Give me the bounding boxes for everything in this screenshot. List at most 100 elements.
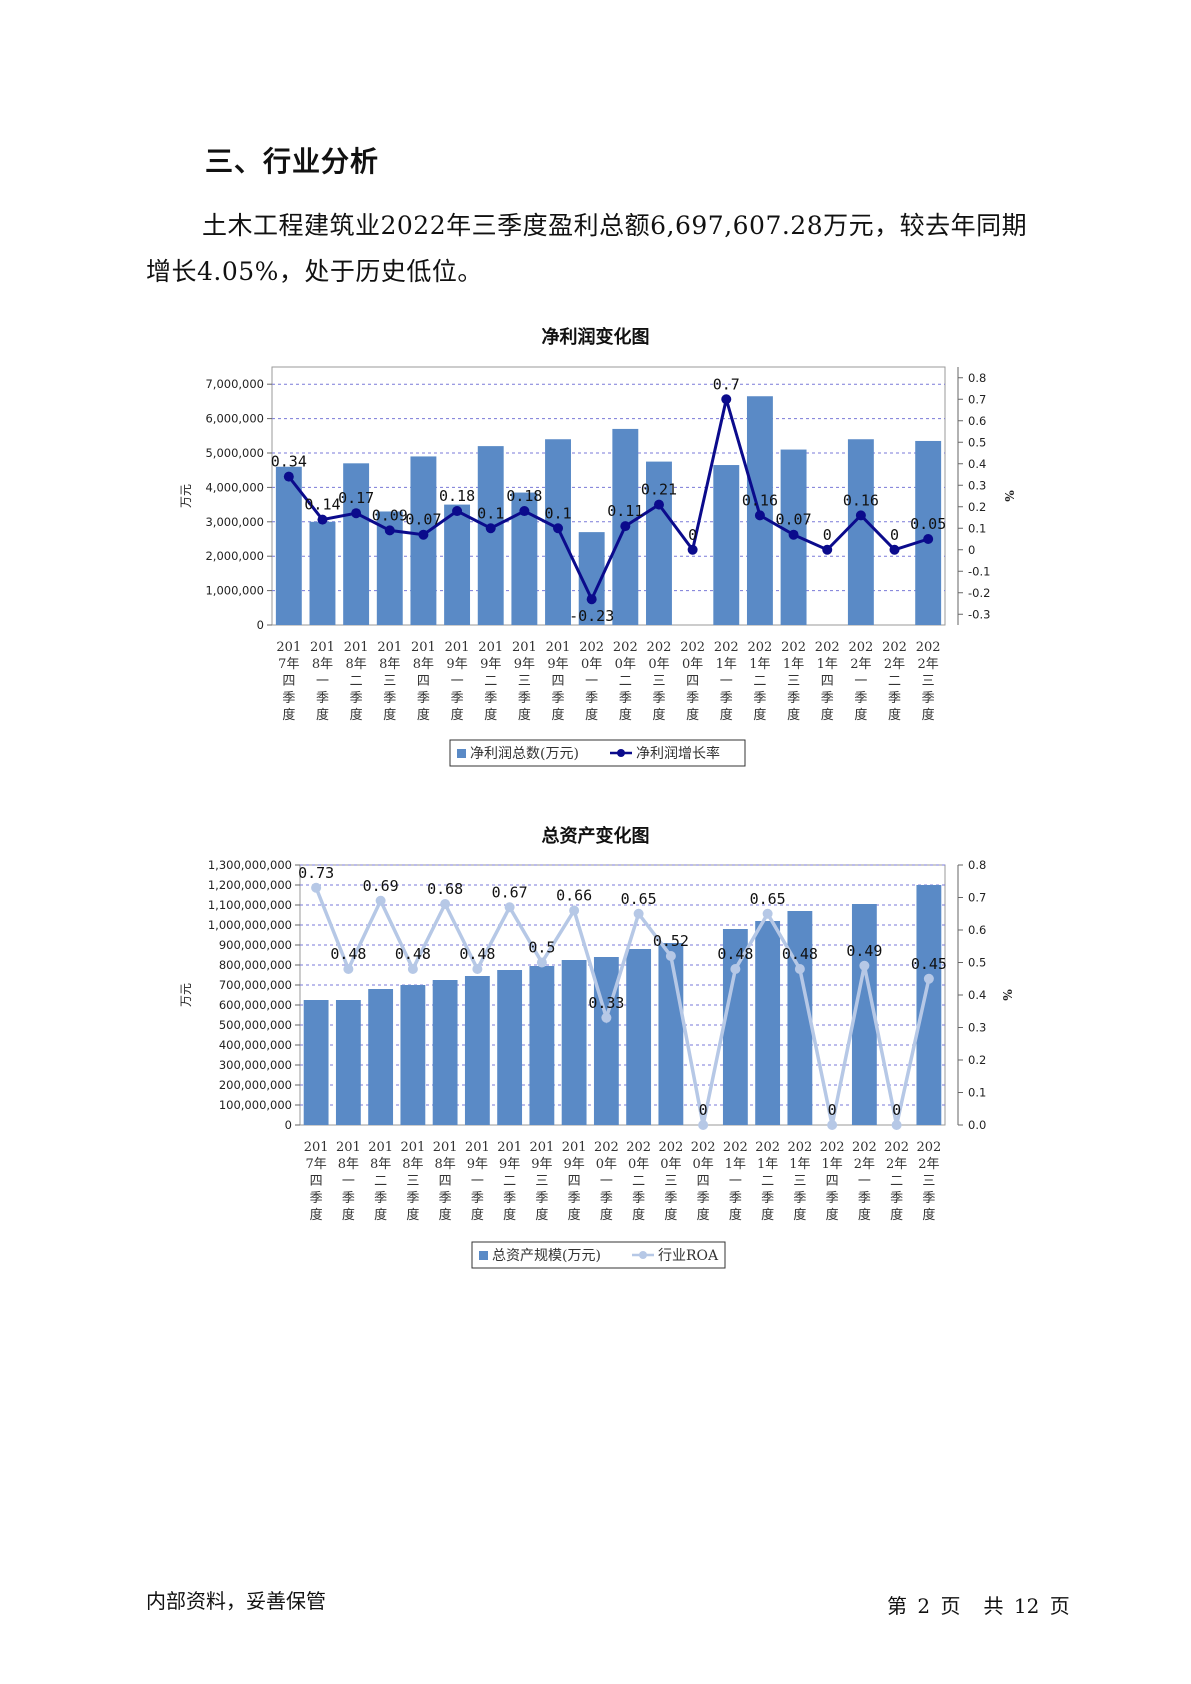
chart2-y-tick-label: 400,000,000 — [219, 1038, 292, 1052]
chart1-data-label: 0.21 — [641, 481, 677, 499]
page-word: 页 — [940, 1594, 961, 1618]
chart1-data-label: 0.18 — [439, 487, 475, 505]
chart1-line-point — [384, 525, 395, 536]
chart2-y-tick-label: 500,000,000 — [219, 1018, 292, 1032]
chart2-data-label: 0.66 — [556, 887, 592, 905]
chart1-x-tick-label: 三 — [652, 674, 665, 689]
chart2-y2-tick-label: 0.4 — [968, 988, 986, 1002]
chart1-x-tick-label: 1年 — [749, 657, 770, 672]
chart2-x-tick-label: 季 — [439, 1191, 452, 1206]
chart1-x-tick-label: 二 — [350, 674, 363, 689]
chart1-line-point — [418, 529, 429, 540]
chart2-y-tick-label: 700,000,000 — [219, 978, 292, 992]
chart1-x-tick-label: 度 — [821, 707, 834, 723]
chart1-x-tick-label: 四 — [417, 674, 430, 689]
chart2-y-tick-label: 1,100,000,000 — [208, 898, 292, 912]
chart2-x-tick-label: 一 — [342, 1174, 355, 1189]
chart2-x-tick-label: 二 — [503, 1174, 516, 1189]
chart1-x-tick-label: 四 — [552, 674, 565, 689]
chart2-y-tick-label: 100,000,000 — [219, 1098, 292, 1112]
chart1-x-tick-label: 2年 — [884, 657, 905, 672]
chart2-y-tick-label: 1,200,000,000 — [208, 878, 292, 892]
chart2-x-tick-label: 一 — [858, 1174, 871, 1189]
chart1-x-tick-label: 8年 — [413, 657, 434, 672]
footer-page-number: 第 2 页 共 12 页 — [885, 1590, 1072, 1619]
chart1-y2-tick-label: 0.7 — [968, 392, 986, 406]
chart2-x-tick-label: 季 — [858, 1191, 871, 1206]
chart2-x-tick-label: 度 — [535, 1207, 548, 1223]
chart2-x-tick-label: 201 — [433, 1140, 458, 1155]
chart1-x-tick-label: 1年 — [817, 657, 838, 672]
chart1-x-tick-label: 季 — [484, 691, 497, 706]
chart1-bar — [275, 466, 302, 625]
chart2-x-tick-label: 2年 — [886, 1157, 907, 1172]
chart2-bar — [464, 976, 490, 1125]
chart2-data-label: 0.48 — [395, 945, 431, 963]
chart1-y-tick-label: 7,000,000 — [205, 377, 264, 391]
chart2-legend-line-label: 行业ROA — [658, 1248, 719, 1264]
chart1-title: 净利润变化图 — [541, 327, 650, 348]
chart1-data-label: 0.09 — [372, 506, 408, 524]
chart2-bar — [626, 949, 652, 1125]
chart1-x-tick-label: 二 — [484, 674, 497, 689]
chart1-bar — [713, 465, 740, 625]
chart1-x-tick-label: 季 — [383, 691, 396, 706]
chart1-x-tick-label: 202 — [781, 640, 806, 655]
chart1-line-point — [889, 544, 900, 555]
chart2-x-tick-label: 度 — [503, 1207, 516, 1223]
chart1-y2-tick-label: 0.4 — [968, 457, 986, 471]
chart2-x-tick-label: 季 — [568, 1191, 581, 1206]
chart2-data-label: 0.48 — [782, 945, 818, 963]
chart1-x-tick-label: 0年 — [648, 657, 669, 672]
chart2-x-tick-label: 二 — [761, 1174, 774, 1189]
chart2-y2-tick-label: 0.2 — [968, 1053, 986, 1067]
chart1-x-tick-label: 201 — [478, 640, 503, 655]
chart1-line-point — [519, 506, 530, 517]
chart2-x-tick-label: 7年 — [305, 1157, 326, 1172]
chart2-x-tick-label: 度 — [729, 1207, 742, 1223]
chart1-x-tick-label: 度 — [922, 707, 935, 723]
chart2-line-point — [794, 964, 805, 974]
chart1-legend-line-marker — [617, 749, 625, 757]
chart2-bar — [658, 943, 684, 1125]
chart1-x-tick-label: 度 — [686, 707, 699, 723]
chart2-bar — [722, 929, 748, 1125]
chart2-x-tick-label: 一 — [471, 1174, 484, 1189]
chart2-y-tick-label: 1,000,000,000 — [208, 918, 292, 932]
chart1-y-tick-label: 0 — [257, 618, 264, 632]
chart2-x-tick-label: 201 — [465, 1140, 490, 1155]
chart1-data-label: 0.17 — [338, 489, 374, 507]
chart2-x-tick-label: 201 — [529, 1140, 554, 1155]
chart2-x-tick-label: 四 — [310, 1174, 323, 1189]
chart2-data-label: 0.5 — [528, 939, 555, 957]
chart2-x-tick-label: 度 — [922, 1207, 935, 1223]
chart2-bar — [529, 966, 555, 1125]
chart1-data-label: 0.1 — [477, 504, 504, 522]
chart1-x-tick-label: 季 — [552, 691, 565, 706]
chart2-x-tick-label: 201 — [562, 1140, 587, 1155]
chart1-x-tick-label: 季 — [753, 691, 766, 706]
chart1-x-tick-label: 四 — [821, 674, 834, 689]
chart2-x-tick-label: 1年 — [725, 1157, 746, 1172]
chart1-line-point — [653, 499, 664, 510]
chart2-x-tick-label: 度 — [793, 1207, 806, 1223]
chart2-x-tick-label: 202 — [723, 1140, 748, 1155]
chart1-line-point — [788, 529, 799, 540]
chart2-y-tick-label: 0 — [285, 1118, 292, 1132]
chart2-data-label: 0.52 — [653, 932, 689, 950]
chart1-x-tick-label: 7年 — [278, 657, 299, 672]
chart1-line-point — [721, 394, 732, 405]
chart2-bar — [400, 985, 426, 1125]
chart2-x-tick-label: 201 — [336, 1140, 361, 1155]
chart1-y2-tick-label: 0.3 — [968, 478, 986, 492]
chart2-data-label: 0.68 — [427, 880, 463, 898]
chart2-x-tick-label: 202 — [594, 1140, 619, 1155]
chart2-x-tick-label: 季 — [922, 1191, 935, 1206]
chart2-data-label: 0.65 — [750, 890, 786, 908]
chart1-y-tick-label: 1,000,000 — [205, 584, 264, 598]
chart2-y-tick-label: 300,000,000 — [219, 1058, 292, 1072]
summary-paragraph: 土木工程建筑业2022年三季度盈利总额6,697,607.28万元，较去年同期增… — [146, 211, 1028, 286]
chart2-line-point — [601, 1012, 612, 1023]
chart2-x-tick-label: 季 — [729, 1191, 742, 1206]
chart2-data-label: 0.33 — [588, 994, 624, 1012]
